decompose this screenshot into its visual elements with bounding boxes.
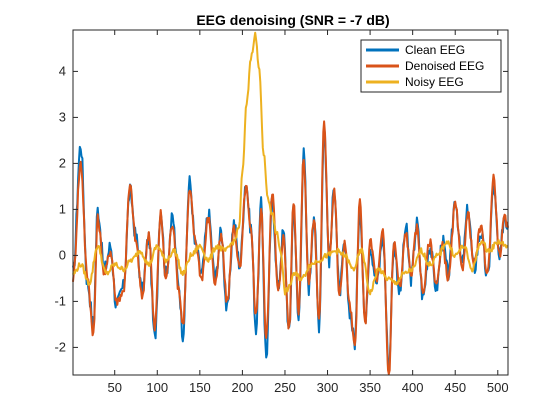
y-tick-label: -1	[54, 293, 66, 308]
x-tick-label: 50	[107, 380, 121, 395]
legend-label: Denoised EEG	[405, 59, 484, 73]
x-tick-label: 450	[444, 380, 466, 395]
x-tick-label: 350	[359, 380, 381, 395]
y-tick-label: 4	[59, 63, 66, 78]
y-tick-label: -2	[54, 339, 66, 354]
legend: Clean EEG Denoised EEG Noisy EEG	[360, 39, 502, 93]
y-tick-label: 0	[59, 247, 66, 262]
x-tick-label: 100	[146, 380, 168, 395]
x-tick-label: 300	[317, 380, 339, 395]
legend-label: Noisy EEG	[405, 75, 464, 89]
x-tick-label: 200	[232, 380, 254, 395]
x-tick-label: 150	[189, 380, 211, 395]
legend-label: Clean EEG	[405, 43, 465, 57]
y-tick-label: 1	[59, 201, 66, 216]
axes-outline	[72, 29, 509, 376]
x-tick-label: 250	[274, 380, 296, 395]
chart-title: EEG denoising (SNR = -7 dB)	[196, 12, 389, 28]
x-tick-label: 500	[487, 380, 509, 395]
y-tick-label: 3	[59, 109, 66, 124]
y-tick-label: 2	[59, 155, 66, 170]
series-line-noisy-eeg	[72, 31, 509, 296]
x-tick-label: 400	[402, 380, 424, 395]
